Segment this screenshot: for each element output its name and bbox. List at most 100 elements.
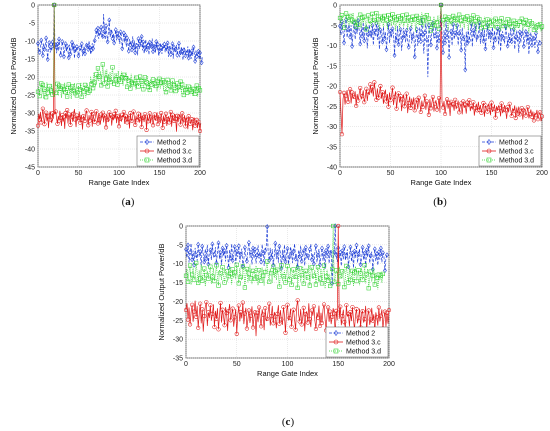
data-point-diamond: [164, 44, 168, 50]
data-point-diamond: [126, 48, 131, 54]
data-point-square: [163, 90, 169, 95]
panel-label: (b): [433, 196, 447, 208]
panel-paren-open: (: [282, 416, 286, 428]
data-point-diamond: [198, 50, 202, 56]
data-point-square: [483, 24, 488, 29]
data-point-circle: [125, 120, 130, 125]
y-tick-label: 0: [31, 3, 35, 10]
data-point-diamond: [340, 18, 344, 25]
data-point-circle: [444, 97, 450, 102]
x-tick-label: 0: [338, 170, 342, 177]
data-point-circle: [305, 320, 310, 325]
data-point-circle: [273, 314, 278, 319]
data-point-diamond: [364, 247, 369, 253]
data-point-circle: [336, 223, 341, 229]
data-point-diamond: [218, 250, 223, 256]
data-point-circle: [515, 111, 520, 116]
panel-letter: b: [437, 196, 443, 208]
panel-paren-open: (: [122, 196, 126, 208]
data-point-circle: [523, 113, 528, 118]
data-point-diamond: [360, 244, 365, 251]
data-point-circle: [50, 111, 55, 116]
data-point-circle: [366, 308, 371, 313]
data-point-circle: [146, 119, 151, 124]
data-point-square: [184, 90, 190, 95]
data-point-diamond: [167, 45, 172, 52]
data-point-diamond: [499, 33, 504, 39]
data-point-square: [323, 274, 329, 279]
data-point-square: [37, 94, 42, 99]
data-point-diamond: [463, 67, 468, 73]
data-point-square: [267, 279, 272, 284]
data-point-square: [193, 91, 198, 96]
data-point-circle: [222, 323, 227, 328]
data-point-circle: [368, 82, 373, 87]
data-point-square: [126, 78, 131, 83]
data-point-circle: [360, 94, 365, 99]
data-point-square: [82, 82, 88, 87]
data-point-square: [74, 93, 79, 98]
data-point-square: [449, 18, 454, 23]
data-point-square: [191, 86, 196, 91]
x-axis-label: Range Gate Index: [89, 178, 150, 187]
data-point-diamond: [255, 252, 259, 258]
data-point-circle: [430, 94, 435, 100]
data-point-diamond: [362, 37, 367, 44]
data-point-diamond: [420, 31, 425, 38]
data-point-circle: [232, 315, 237, 320]
data-point-square: [248, 276, 254, 281]
data-point-diamond: [459, 47, 464, 53]
x-tick-label: 100: [282, 361, 294, 368]
data-point-square: [388, 16, 393, 21]
data-point-diamond: [394, 37, 399, 43]
data-point-circle: [176, 114, 182, 119]
data-point-diamond: [194, 252, 199, 258]
data-point-circle: [535, 117, 541, 122]
data-point-circle: [374, 315, 379, 320]
data-point-diamond: [55, 41, 60, 47]
data-point-circle: [378, 83, 383, 89]
data-point-diamond: [263, 247, 268, 254]
data-point-diamond: [479, 31, 484, 38]
data-point-circle: [71, 111, 76, 116]
data-point-circle: [285, 302, 290, 307]
data-point-diamond: [62, 53, 66, 60]
data-point-circle: [404, 91, 409, 96]
y-tick-label: -25: [327, 104, 337, 111]
data-point-diamond: [376, 249, 381, 255]
data-point-circle: [354, 103, 359, 108]
data-point-circle: [420, 104, 425, 110]
data-point-square: [328, 283, 333, 289]
data-point-square: [455, 17, 460, 22]
x-tick-label: 200: [383, 361, 395, 368]
data-point-square: [123, 76, 128, 81]
data-point-circle: [319, 320, 325, 326]
data-point-diamond: [96, 25, 100, 32]
data-point-diamond: [79, 41, 84, 47]
data-point-circle: [362, 100, 367, 105]
data-point-diamond: [457, 30, 462, 37]
data-point-diamond: [214, 260, 219, 266]
data-point-circle: [453, 97, 458, 102]
data-point-diamond: [346, 27, 350, 33]
data-point-circle: [42, 122, 47, 127]
y-tick-label: -15: [173, 280, 183, 287]
data-point-diamond: [346, 264, 351, 270]
data-point-circle: [97, 117, 102, 122]
y-tick-label: -10: [327, 43, 337, 50]
data-point-diamond: [532, 35, 536, 42]
data-point-square: [210, 274, 215, 279]
data-point-diamond: [165, 40, 170, 46]
data-point-diamond: [453, 30, 458, 36]
data-point-square: [100, 62, 105, 67]
data-point-circle: [240, 300, 245, 305]
data-point-circle: [66, 112, 71, 117]
data-point-diamond: [236, 243, 241, 249]
data-point-diamond: [76, 53, 81, 59]
data-point-circle: [55, 121, 60, 126]
data-point-diamond: [384, 46, 389, 53]
legend-entry: Method 2: [499, 139, 528, 146]
data-point-diamond: [146, 42, 151, 48]
data-point-square: [382, 13, 387, 19]
legend-marker-diamond: [333, 329, 339, 337]
